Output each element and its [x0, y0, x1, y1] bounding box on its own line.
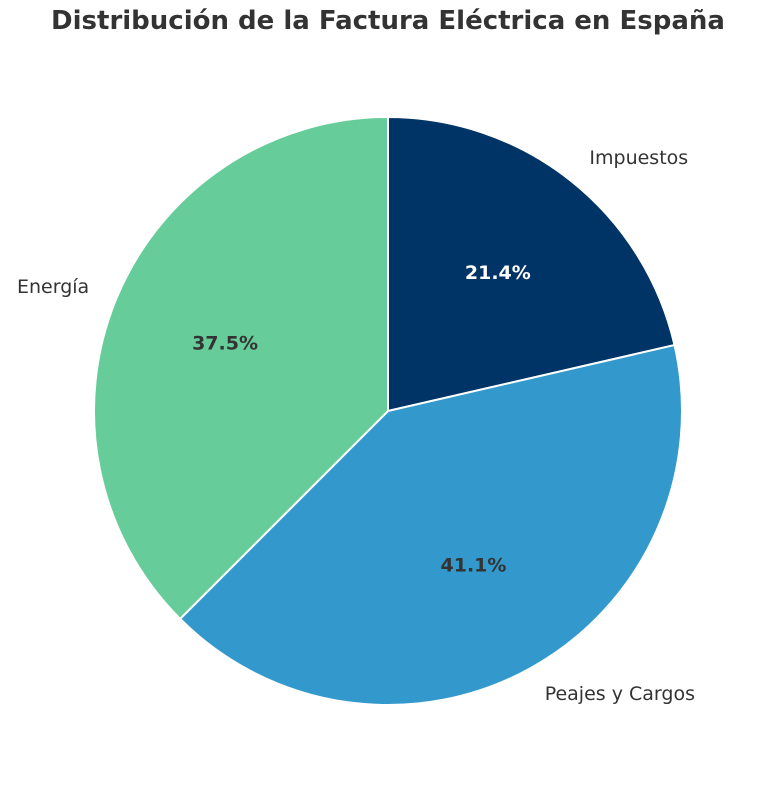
pie-pct-label-1: 41.1%	[441, 554, 507, 576]
chart-title: Distribución de la Factura Eléctrica en …	[51, 6, 725, 36]
pie-slice-1	[178, 343, 683, 706]
pie-category-label-1: Peajes y Cargos	[545, 683, 695, 705]
pie-labels: 21.4% Impuestos 41.1% Peajes y Cargos 37.5% E…	[17, 147, 695, 705]
pie-pct-label-0: 21.4%	[465, 262, 531, 284]
pie-category-label-0: Impuestos	[589, 147, 688, 169]
pie-category-label-2: Energía	[17, 276, 89, 298]
pie-slices	[93, 115, 683, 706]
pie-slice-2	[93, 115, 389, 621]
pie-pct-label-2: 37.5%	[192, 332, 258, 354]
pie-slice-0	[387, 115, 676, 413]
